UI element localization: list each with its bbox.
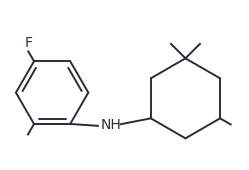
Text: NH: NH — [100, 118, 121, 132]
Text: F: F — [24, 36, 32, 50]
